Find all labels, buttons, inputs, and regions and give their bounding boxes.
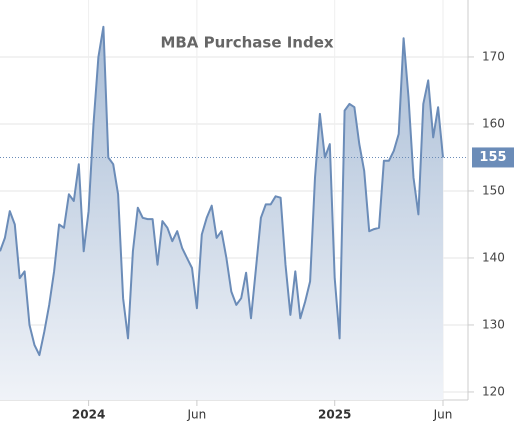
chart-title: MBA Purchase Index bbox=[160, 34, 333, 52]
y-tick-label: 120 bbox=[482, 384, 505, 398]
y-tick-label: 170 bbox=[482, 49, 505, 63]
area bbox=[0, 26, 443, 401]
y-tick-label: 150 bbox=[482, 183, 505, 197]
y-tick-label: 140 bbox=[482, 250, 505, 264]
x-tick-label: Jun bbox=[433, 408, 453, 422]
y-tick-label: 130 bbox=[482, 317, 505, 331]
y-tick-label: 160 bbox=[482, 116, 505, 130]
x-tick-label: 2024 bbox=[72, 408, 105, 422]
line bbox=[0, 25, 444, 357]
x-tick-label: 2025 bbox=[318, 408, 351, 422]
last-value-box bbox=[472, 147, 514, 168]
x-tick-label: Jun bbox=[187, 408, 207, 422]
last-value-label: 155 bbox=[479, 150, 506, 165]
